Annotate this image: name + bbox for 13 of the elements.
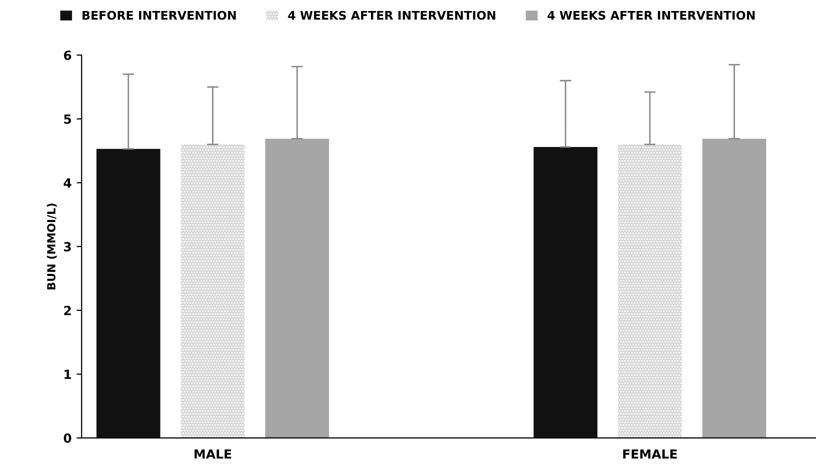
x-tick-label: MALE <box>194 449 232 459</box>
y-tick-label: 1 <box>64 370 72 379</box>
y-tick-label: 0 <box>64 433 72 443</box>
legend-label: 4 WEEKS AFTER INTERVENTION <box>548 10 755 20</box>
y-tick-label: 6 <box>64 50 72 60</box>
y-tick-label: 4 <box>64 178 72 188</box>
y-tick-label: 3 <box>64 242 71 252</box>
x-tick-label: FEMALE <box>623 449 677 459</box>
legend-label: 4 WEEKS AFTER INTERVENTION <box>288 10 496 20</box>
y-tick-label: 5 <box>64 114 72 124</box>
legend-label: BEFORE INTERVENTION <box>82 10 236 20</box>
y-tick-label: 2 <box>64 306 71 316</box>
y-axis-title: BUN (MMOI/L) <box>46 204 57 290</box>
